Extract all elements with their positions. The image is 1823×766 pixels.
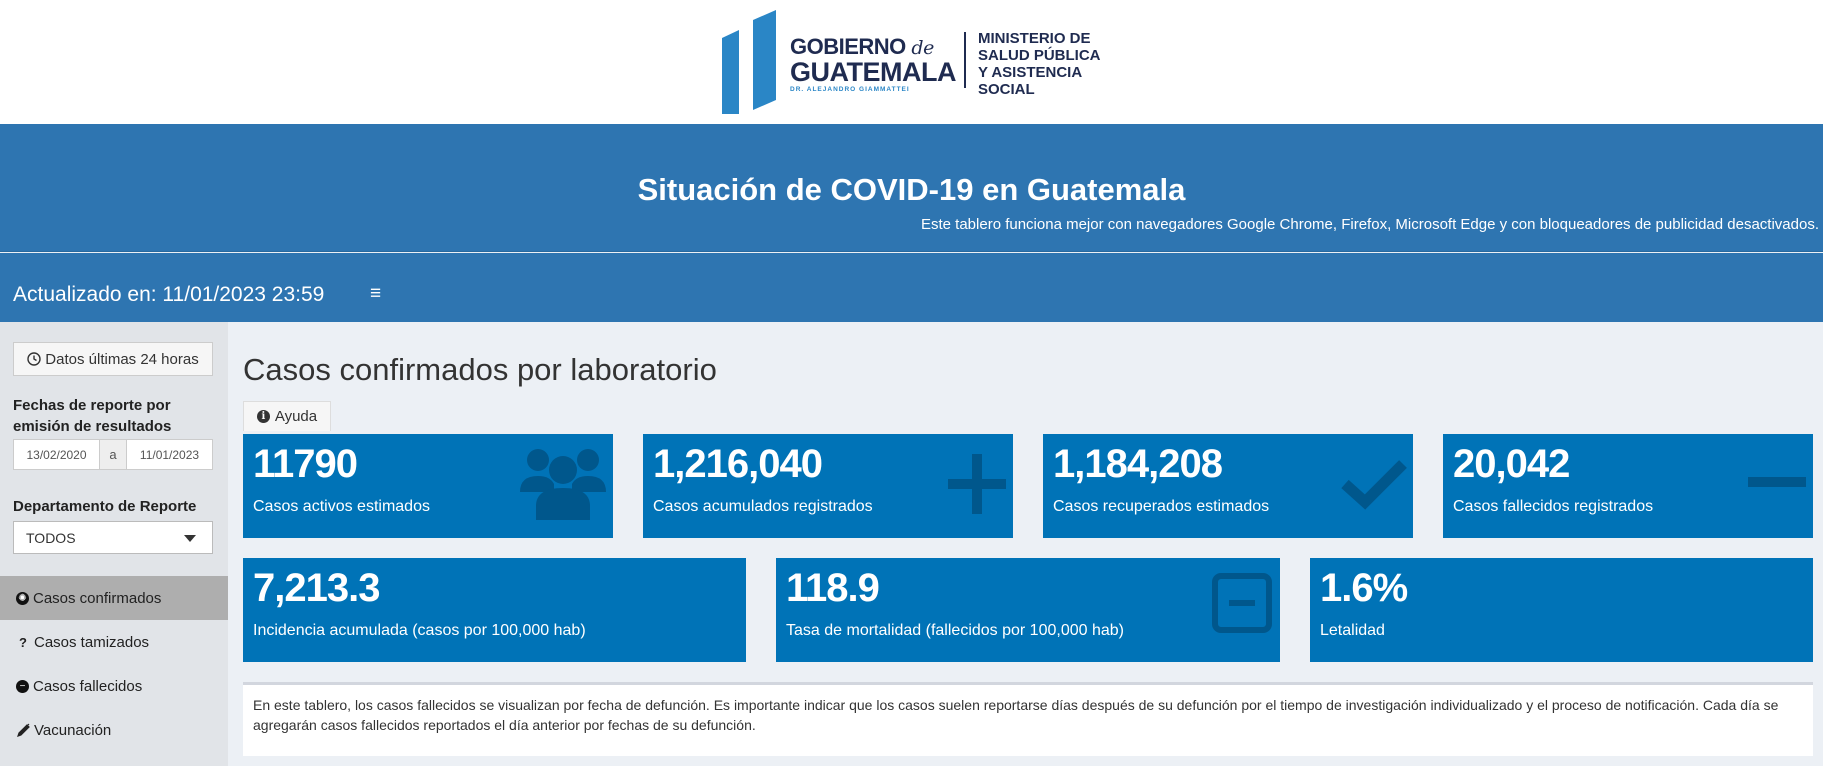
users-icon xyxy=(520,449,606,520)
government-logo: GOBIERNO de GUATEMALA DR. ALEJANDRO GIAM… xyxy=(720,10,1120,114)
stat-label: Letalidad xyxy=(1320,622,1385,639)
department-label: Departamento de Reporte xyxy=(13,498,197,515)
last-24h-label: Datos últimas 24 horas xyxy=(45,350,199,368)
hamburger-menu-icon[interactable]: ≡ xyxy=(370,283,382,304)
updated-timestamp: Actualizado en: 11/01/2023 23:59 xyxy=(13,283,325,306)
minus-icon xyxy=(1748,477,1806,487)
ministry-name: MINISTERIO DE SALUD PÚBLICA Y ASISTENCIA… xyxy=(978,30,1101,98)
nav-label: Casos confirmados xyxy=(33,589,162,607)
stat-box-recovered-cases: 1,184,208 Casos recuperados estimados xyxy=(1043,434,1413,538)
logo-wordmark: GOBIERNO de GUATEMALA DR. ALEJANDRO GIAM… xyxy=(790,34,956,93)
stat-label: Casos fallecidos registrados xyxy=(1453,498,1654,515)
nav-casos-confirmados[interactable]: ✺ Casos confirmados xyxy=(0,576,228,620)
stat-label: Casos activos estimados xyxy=(253,498,430,515)
stat-box-deceased-cases: 20,042 Casos fallecidos registrados xyxy=(1443,434,1813,538)
stat-value: 118.9 xyxy=(786,566,880,610)
stat-value: 7,213.3 xyxy=(253,566,380,610)
date-from-input[interactable]: 13/02/2020 xyxy=(26,447,87,462)
last-24h-button[interactable]: Datos últimas 24 horas xyxy=(13,342,213,376)
minus-square-icon xyxy=(1212,573,1272,633)
virus-icon: ✺ xyxy=(16,591,29,605)
date-separator: a xyxy=(99,440,127,469)
stat-box-lethality: 1.6% Letalidad xyxy=(1310,558,1813,662)
date-to-input[interactable]: 11/01/2023 xyxy=(139,447,200,462)
stat-value: 1,216,040 xyxy=(653,442,823,486)
caret-down-icon xyxy=(184,535,196,542)
logo-guatemala: GUATEMALA xyxy=(790,57,956,87)
logo-gobierno: GOBIERNO xyxy=(790,34,906,59)
logo-bars-icon xyxy=(722,10,776,114)
ministry-line: SOCIAL xyxy=(978,81,1035,98)
page-title: Situación de COVID-19 en Guatemala xyxy=(637,172,1186,207)
logo-bar: GOBIERNO de GUATEMALA DR. ALEJANDRO GIAM… xyxy=(0,0,1823,124)
stat-box-active-cases: 11790 Casos activos estimados xyxy=(243,434,613,538)
nav-casos-fallecidos[interactable]: − Casos fallecidos xyxy=(0,664,228,708)
minus-circle-icon: − xyxy=(16,679,29,693)
stat-label: Casos acumulados registrados xyxy=(653,498,873,515)
date-range-label: Fechas de reporte por emisión de resulta… xyxy=(13,397,172,435)
stat-label: Tasa de mortalidad (fallecidos por 100,0… xyxy=(786,622,1124,639)
help-label: Ayuda xyxy=(274,408,318,425)
stat-box-accumulated-cases: 1,216,040 Casos acumulados registrados xyxy=(643,434,1013,538)
nav-label: Casos tamizados xyxy=(34,633,150,651)
clock-icon xyxy=(27,352,41,366)
ministry-line: MINISTERIO DE xyxy=(978,30,1091,47)
stat-box-mortality-rate: 118.9 Tasa de mortalidad (fallecidos por… xyxy=(776,558,1280,662)
department-selected-value: TODOS xyxy=(26,529,76,546)
stat-label: Incidencia acumulada (casos por 100,000 … xyxy=(253,622,586,639)
browser-notice: Este tablero funciona mejor con navegado… xyxy=(920,216,1819,233)
logo-president: DR. ALEJANDRO GIAMMATTEI xyxy=(790,86,910,93)
nav-casos-tamizados[interactable]: ? Casos tamizados xyxy=(0,620,228,664)
check-icon xyxy=(1341,460,1407,510)
logo-divider xyxy=(964,32,966,88)
ministry-line: Y ASISTENCIA xyxy=(978,64,1083,81)
nav-label: Casos fallecidos xyxy=(33,677,143,695)
stat-box-cumulative-incidence: 7,213.3 Incidencia acumulada (casos por … xyxy=(243,558,746,662)
date-range-picker: 13/02/2020 a 11/01/2023 xyxy=(13,439,213,470)
stat-value: 20,042 xyxy=(1453,442,1570,486)
syringe-icon xyxy=(17,723,30,737)
plus-icon xyxy=(948,454,1006,514)
help-button[interactable]: i Ayuda xyxy=(243,401,331,431)
logo-de: de xyxy=(911,37,934,59)
nav-vacunacion[interactable]: Vacunación xyxy=(0,708,228,752)
nav-label: Vacunación xyxy=(34,721,112,739)
info-icon: i xyxy=(256,410,270,423)
page-header: Situación de COVID-19 en Guatemala Este … xyxy=(0,124,1823,252)
ministry-line: SALUD PÚBLICA xyxy=(978,47,1101,64)
stat-value: 1,184,208 xyxy=(1053,442,1223,486)
question-icon: ? xyxy=(19,634,27,650)
section-title: Casos confirmados por laboratorio xyxy=(243,352,717,387)
deaths-note: En este tablero, los casos fallecidos se… xyxy=(243,682,1813,756)
department-select[interactable]: TODOS xyxy=(13,521,213,554)
navbar: Actualizado en: 11/01/2023 23:59 ≡ xyxy=(0,253,1823,322)
stat-label: Casos recuperados estimados xyxy=(1053,498,1270,515)
stat-value: 1.6% xyxy=(1320,566,1408,610)
stat-value: 11790 xyxy=(253,442,358,486)
sidebar: Datos últimas 24 horas Fechas de reporte… xyxy=(0,322,228,766)
